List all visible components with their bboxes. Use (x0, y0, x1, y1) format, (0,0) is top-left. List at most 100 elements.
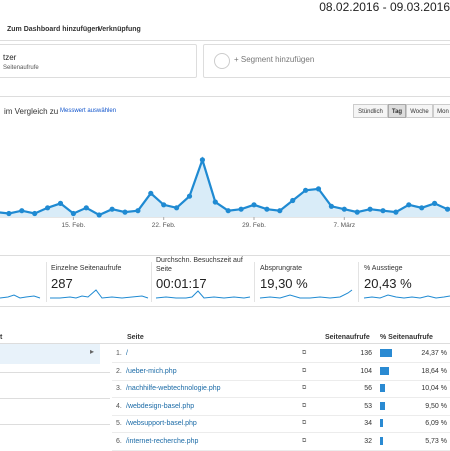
x-tick-label: 15. Feb. (61, 222, 85, 229)
chart-point[interactable] (96, 212, 102, 218)
card-exit-rate-label: % Ausstiege (364, 265, 403, 272)
chart-point[interactable] (45, 205, 51, 211)
pct-bar (380, 349, 392, 357)
chart-point[interactable] (328, 203, 334, 209)
table-row[interactable]: 4. /webdesign-basel.php ⧉ 53 9,50 % (112, 398, 450, 416)
chart-point[interactable] (199, 157, 205, 163)
table-row[interactable]: 2. /ueber-mich.php ⧉ 104 18,64 % (112, 363, 450, 381)
page-link[interactable]: /nachhilfe-webtechnologie.php (126, 385, 221, 393)
chart-point[interactable] (367, 206, 373, 212)
chart-point[interactable] (32, 210, 38, 217)
chart-point[interactable] (212, 199, 218, 205)
chart-point[interactable] (341, 206, 347, 212)
page-link[interactable]: /internet-recherche.php (126, 438, 199, 445)
chart-point[interactable] (6, 210, 12, 217)
row-number: 3. (116, 385, 122, 393)
chart-point[interactable] (225, 208, 231, 214)
table-row[interactable]: 6. /internet-recherche.php ⧉ 32 5,73 % (112, 433, 450, 451)
chart-point[interactable] (122, 209, 128, 215)
chart-point[interactable] (380, 208, 386, 214)
sparkline (363, 294, 450, 299)
month-button[interactable]: Mon (433, 104, 450, 118)
chart-point[interactable] (57, 200, 64, 206)
chart-point[interactable] (109, 206, 115, 212)
chart-point[interactable] (419, 205, 425, 211)
chart-point[interactable] (393, 209, 399, 215)
divider (0, 424, 110, 425)
day-button[interactable]: Tag (388, 104, 406, 118)
external-link-icon[interactable]: ⧉ (302, 385, 307, 392)
sparkline (50, 289, 149, 299)
chart-line (0, 156, 450, 217)
hourly-button[interactable]: Stündlich (353, 104, 388, 118)
chart-point[interactable] (406, 202, 412, 208)
add-to-dashboard-button[interactable]: Zum Dashboard hinzufügen (7, 26, 100, 33)
chart-point[interactable] (432, 200, 438, 206)
row-number: 5. (116, 420, 122, 428)
table-row[interactable]: 3. /nachhilfe-webtechnologie.php ⧉ 56 10,04 … (112, 380, 450, 399)
shortcut-button[interactable]: Verknüpfung (98, 26, 141, 33)
pct-bar (380, 401, 385, 410)
week-button[interactable]: Woche (406, 104, 433, 118)
chart-point[interactable] (148, 190, 154, 196)
chart-point[interactable] (83, 205, 89, 211)
x-tick-label: 29. Feb. (242, 222, 266, 229)
chart-point[interactable] (238, 206, 244, 212)
external-link-icon[interactable]: ⧉ (302, 350, 307, 356)
segment-card[interactable]: tzer Seitenaufrufe (0, 44, 197, 78)
x-tick-label: 7. März (333, 222, 355, 229)
chart-area-fill (0, 159, 450, 217)
page-link[interactable]: /webdesign-basel.php (126, 402, 195, 410)
row-number: 4. (116, 402, 122, 410)
page-column-header[interactable]: Seite (127, 334, 144, 341)
table-row[interactable]: 1. / ⧉ 136 24,37 % (112, 345, 450, 363)
chart-point[interactable] (303, 187, 309, 193)
chart-point[interactable] (264, 206, 270, 212)
chart-point[interactable] (174, 205, 180, 211)
chart-point[interactable] (251, 202, 257, 208)
divider (0, 398, 110, 399)
chart-point[interactable] (290, 197, 296, 204)
chart-point[interactable] (135, 208, 141, 214)
card-divider (46, 262, 47, 302)
external-link-icon[interactable]: ⧉ (302, 367, 307, 374)
pageviews-value: 32 (364, 438, 372, 445)
select-metric-link[interactable]: Messwert auswählen (60, 108, 117, 114)
add-segment-label: + Segment hinzufügen (234, 55, 315, 64)
card-divider (358, 262, 359, 302)
chart-point[interactable] (354, 209, 360, 215)
sparkline (0, 294, 41, 299)
date-range[interactable]: 08.02.2016 - 09.03.2016 (319, 0, 450, 14)
pageviews-column-header[interactable]: Seitenaufrufe (325, 334, 370, 341)
external-link-icon[interactable]: ⧉ (302, 402, 307, 409)
pageviews-value: 56 (364, 385, 372, 393)
add-segment-card[interactable]: + Segment hinzufügen (203, 44, 450, 78)
row-number: 2. (116, 367, 122, 375)
chart-point[interactable] (277, 208, 283, 214)
pct-pageviews-column-header[interactable]: % Seitenaufrufe (380, 334, 433, 341)
pageviews-value: 136 (360, 350, 372, 357)
row-number: 6. (116, 438, 122, 445)
pct-value: 5,73 % (425, 438, 447, 445)
table-row[interactable]: 5. /websupport-basel.php ⧉ 34 6,09 % (112, 415, 450, 434)
selected-dimension-row[interactable]: ▸ (0, 344, 100, 364)
pct-value: 10,04 % (421, 385, 447, 393)
chart-point[interactable] (19, 208, 25, 214)
segment-subtitle: Seitenaufrufe (3, 65, 39, 71)
chart-point[interactable] (444, 206, 450, 212)
external-link-icon[interactable]: ⧉ (302, 438, 307, 444)
page-link[interactable]: /ueber-mich.php (126, 367, 177, 375)
page-link[interactable]: / (126, 350, 128, 357)
divider (0, 372, 110, 373)
card-bounce-rate-value: 19,30 % (260, 276, 308, 291)
add-segment-circle-icon (214, 53, 230, 69)
chart-point[interactable] (161, 202, 167, 208)
chart-point[interactable] (315, 186, 322, 192)
page-link[interactable]: /websupport-basel.php (126, 420, 197, 428)
chart-point[interactable] (186, 193, 193, 199)
chart-point[interactable] (70, 210, 76, 217)
external-link-icon[interactable]: ⧉ (302, 420, 307, 427)
report-toolbar: Zum Dashboard hinzufügen Verknüpfung (0, 20, 450, 40)
sparklines (0, 289, 450, 299)
sparkline (155, 290, 251, 299)
